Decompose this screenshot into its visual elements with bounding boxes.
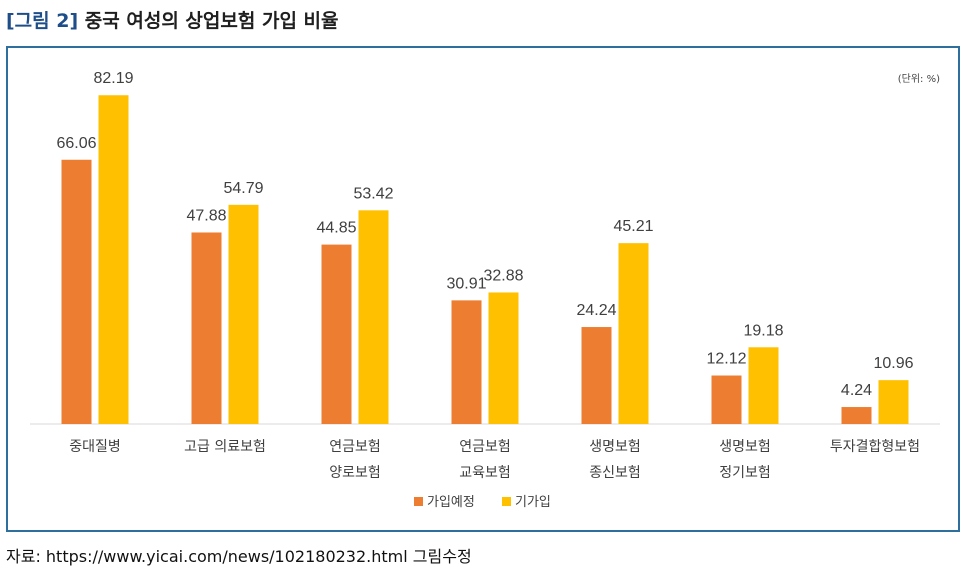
data-label: 10.96 — [873, 355, 913, 372]
chart-frame: (단위: %) 66.06 82.19 중대질병 47.88 54.79 고급 의료보험 4… — [6, 46, 960, 532]
bar-existing — [98, 95, 129, 425]
bar-planned — [321, 244, 352, 424]
bar-planned — [61, 159, 92, 424]
bar-existing — [878, 380, 909, 424]
data-label: 24.24 — [576, 302, 616, 319]
category-label: 양로보험 — [329, 465, 381, 481]
category-label: 연금보험 — [329, 439, 381, 455]
bar-existing — [618, 243, 649, 424]
bar-existing — [488, 292, 519, 424]
category-label: 생명보험 — [589, 439, 641, 455]
data-label: 12.12 — [706, 351, 746, 368]
data-label: 54.79 — [223, 180, 263, 197]
bar-chart: 66.06 82.19 중대질병 47.88 54.79 고급 의료보험 44.85 53.4… — [30, 70, 940, 510]
legend-label: 기가입 — [515, 495, 551, 510]
legend-label: 가입예정 — [427, 495, 475, 510]
category-label: 종신보험 — [589, 465, 641, 481]
bar-planned — [581, 327, 612, 424]
data-label: 45.21 — [613, 218, 653, 235]
bar-planned — [451, 300, 482, 424]
data-label: 30.91 — [446, 275, 486, 292]
data-label: 47.88 — [186, 207, 226, 224]
bar-existing — [748, 347, 779, 424]
category-label: 연금보험 — [459, 439, 511, 455]
source-note: 자료: https://www.yicai.com/news/102180232… — [6, 547, 472, 566]
bar-planned — [191, 232, 222, 424]
category-label: 정기보험 — [719, 465, 771, 481]
legend-swatch — [414, 497, 423, 506]
bar-existing — [358, 210, 389, 424]
category-label: 투자결합형보험 — [830, 439, 920, 455]
category-label: 교육보험 — [459, 465, 511, 481]
legend-swatch — [502, 497, 511, 506]
figure-title-text: 중국 여성의 상업보험 가입 비율 — [84, 10, 339, 32]
data-label: 19.18 — [743, 322, 783, 339]
data-label: 32.88 — [483, 267, 523, 284]
unit-note: (단위: %) — [897, 74, 940, 85]
data-label: 44.85 — [316, 220, 356, 237]
category-label: 중대질병 — [69, 439, 121, 455]
bar-planned — [841, 407, 872, 424]
figure-title: [그림 2] 중국 여성의 상업보험 가입 비율 — [6, 6, 339, 33]
category-label: 고급 의료보험 — [184, 439, 266, 455]
bar-planned — [711, 375, 742, 424]
data-label: 82.19 — [93, 70, 133, 87]
data-label: 53.42 — [353, 185, 393, 202]
category-label: 생명보험 — [719, 439, 771, 455]
data-label: 66.06 — [56, 135, 96, 152]
bar-existing — [228, 204, 259, 424]
data-label: 4.24 — [841, 382, 872, 399]
figure-label: [그림 2] — [6, 10, 79, 32]
